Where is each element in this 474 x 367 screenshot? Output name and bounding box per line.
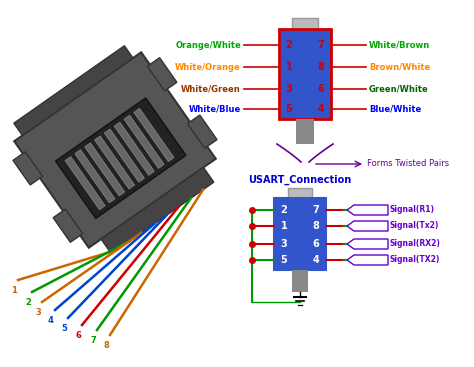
Polygon shape	[94, 136, 135, 189]
Text: 7: 7	[90, 336, 96, 345]
Text: White/Green: White/Green	[181, 84, 241, 94]
Polygon shape	[347, 221, 388, 231]
Polygon shape	[13, 152, 43, 185]
Text: 6: 6	[318, 84, 324, 94]
Text: USART_Connection: USART_Connection	[248, 175, 352, 185]
Text: 7: 7	[313, 205, 319, 215]
FancyBboxPatch shape	[279, 29, 331, 119]
Text: Signal(R1): Signal(R1)	[390, 206, 435, 214]
Polygon shape	[347, 255, 388, 265]
Polygon shape	[124, 115, 164, 168]
Text: 1: 1	[286, 62, 292, 72]
Text: 4: 4	[318, 104, 324, 114]
Text: 8: 8	[318, 62, 324, 72]
FancyBboxPatch shape	[296, 119, 314, 144]
Text: 5: 5	[281, 255, 287, 265]
Polygon shape	[85, 143, 125, 196]
Polygon shape	[14, 46, 133, 135]
Polygon shape	[101, 167, 214, 254]
Text: 3: 3	[281, 239, 287, 249]
Text: White/Blue: White/Blue	[189, 105, 241, 113]
Polygon shape	[104, 129, 145, 182]
Polygon shape	[75, 150, 115, 203]
Text: Signal(Tx2): Signal(Tx2)	[390, 222, 439, 230]
Text: Forms Twisted Pairs: Forms Twisted Pairs	[367, 160, 449, 168]
FancyBboxPatch shape	[292, 18, 318, 29]
Text: 8: 8	[312, 221, 319, 231]
Text: 5: 5	[286, 104, 292, 114]
FancyBboxPatch shape	[292, 270, 308, 292]
Text: Signal(RX2): Signal(RX2)	[390, 240, 441, 248]
Text: 6: 6	[75, 331, 81, 340]
Text: Brown/White: Brown/White	[369, 62, 430, 72]
Text: Green/White: Green/White	[369, 84, 429, 94]
Text: 1: 1	[281, 221, 287, 231]
Text: Blue/White: Blue/White	[369, 105, 421, 113]
Text: Signal(TX2): Signal(TX2)	[390, 255, 440, 265]
Polygon shape	[147, 58, 177, 91]
Polygon shape	[188, 115, 217, 148]
Text: 4: 4	[313, 255, 319, 265]
Text: 3: 3	[35, 308, 41, 317]
Polygon shape	[347, 239, 388, 249]
Text: 7: 7	[318, 40, 324, 50]
Text: 1: 1	[11, 286, 17, 295]
Polygon shape	[347, 205, 388, 215]
Polygon shape	[134, 108, 174, 161]
Text: 6: 6	[313, 239, 319, 249]
FancyBboxPatch shape	[288, 188, 312, 198]
Text: 5: 5	[61, 324, 67, 333]
Text: 2: 2	[25, 298, 31, 307]
FancyBboxPatch shape	[274, 198, 326, 270]
Polygon shape	[65, 157, 105, 210]
Polygon shape	[14, 52, 216, 248]
Text: Orange/White: Orange/White	[175, 40, 241, 50]
Text: 2: 2	[281, 205, 287, 215]
Polygon shape	[55, 98, 186, 218]
Text: 8: 8	[103, 341, 109, 350]
Polygon shape	[114, 122, 155, 175]
Text: 3: 3	[286, 84, 292, 94]
Text: White/Orange: White/Orange	[175, 62, 241, 72]
Text: 2: 2	[286, 40, 292, 50]
Text: 4: 4	[48, 316, 54, 325]
Text: White/Brown: White/Brown	[369, 40, 430, 50]
Polygon shape	[53, 209, 82, 242]
